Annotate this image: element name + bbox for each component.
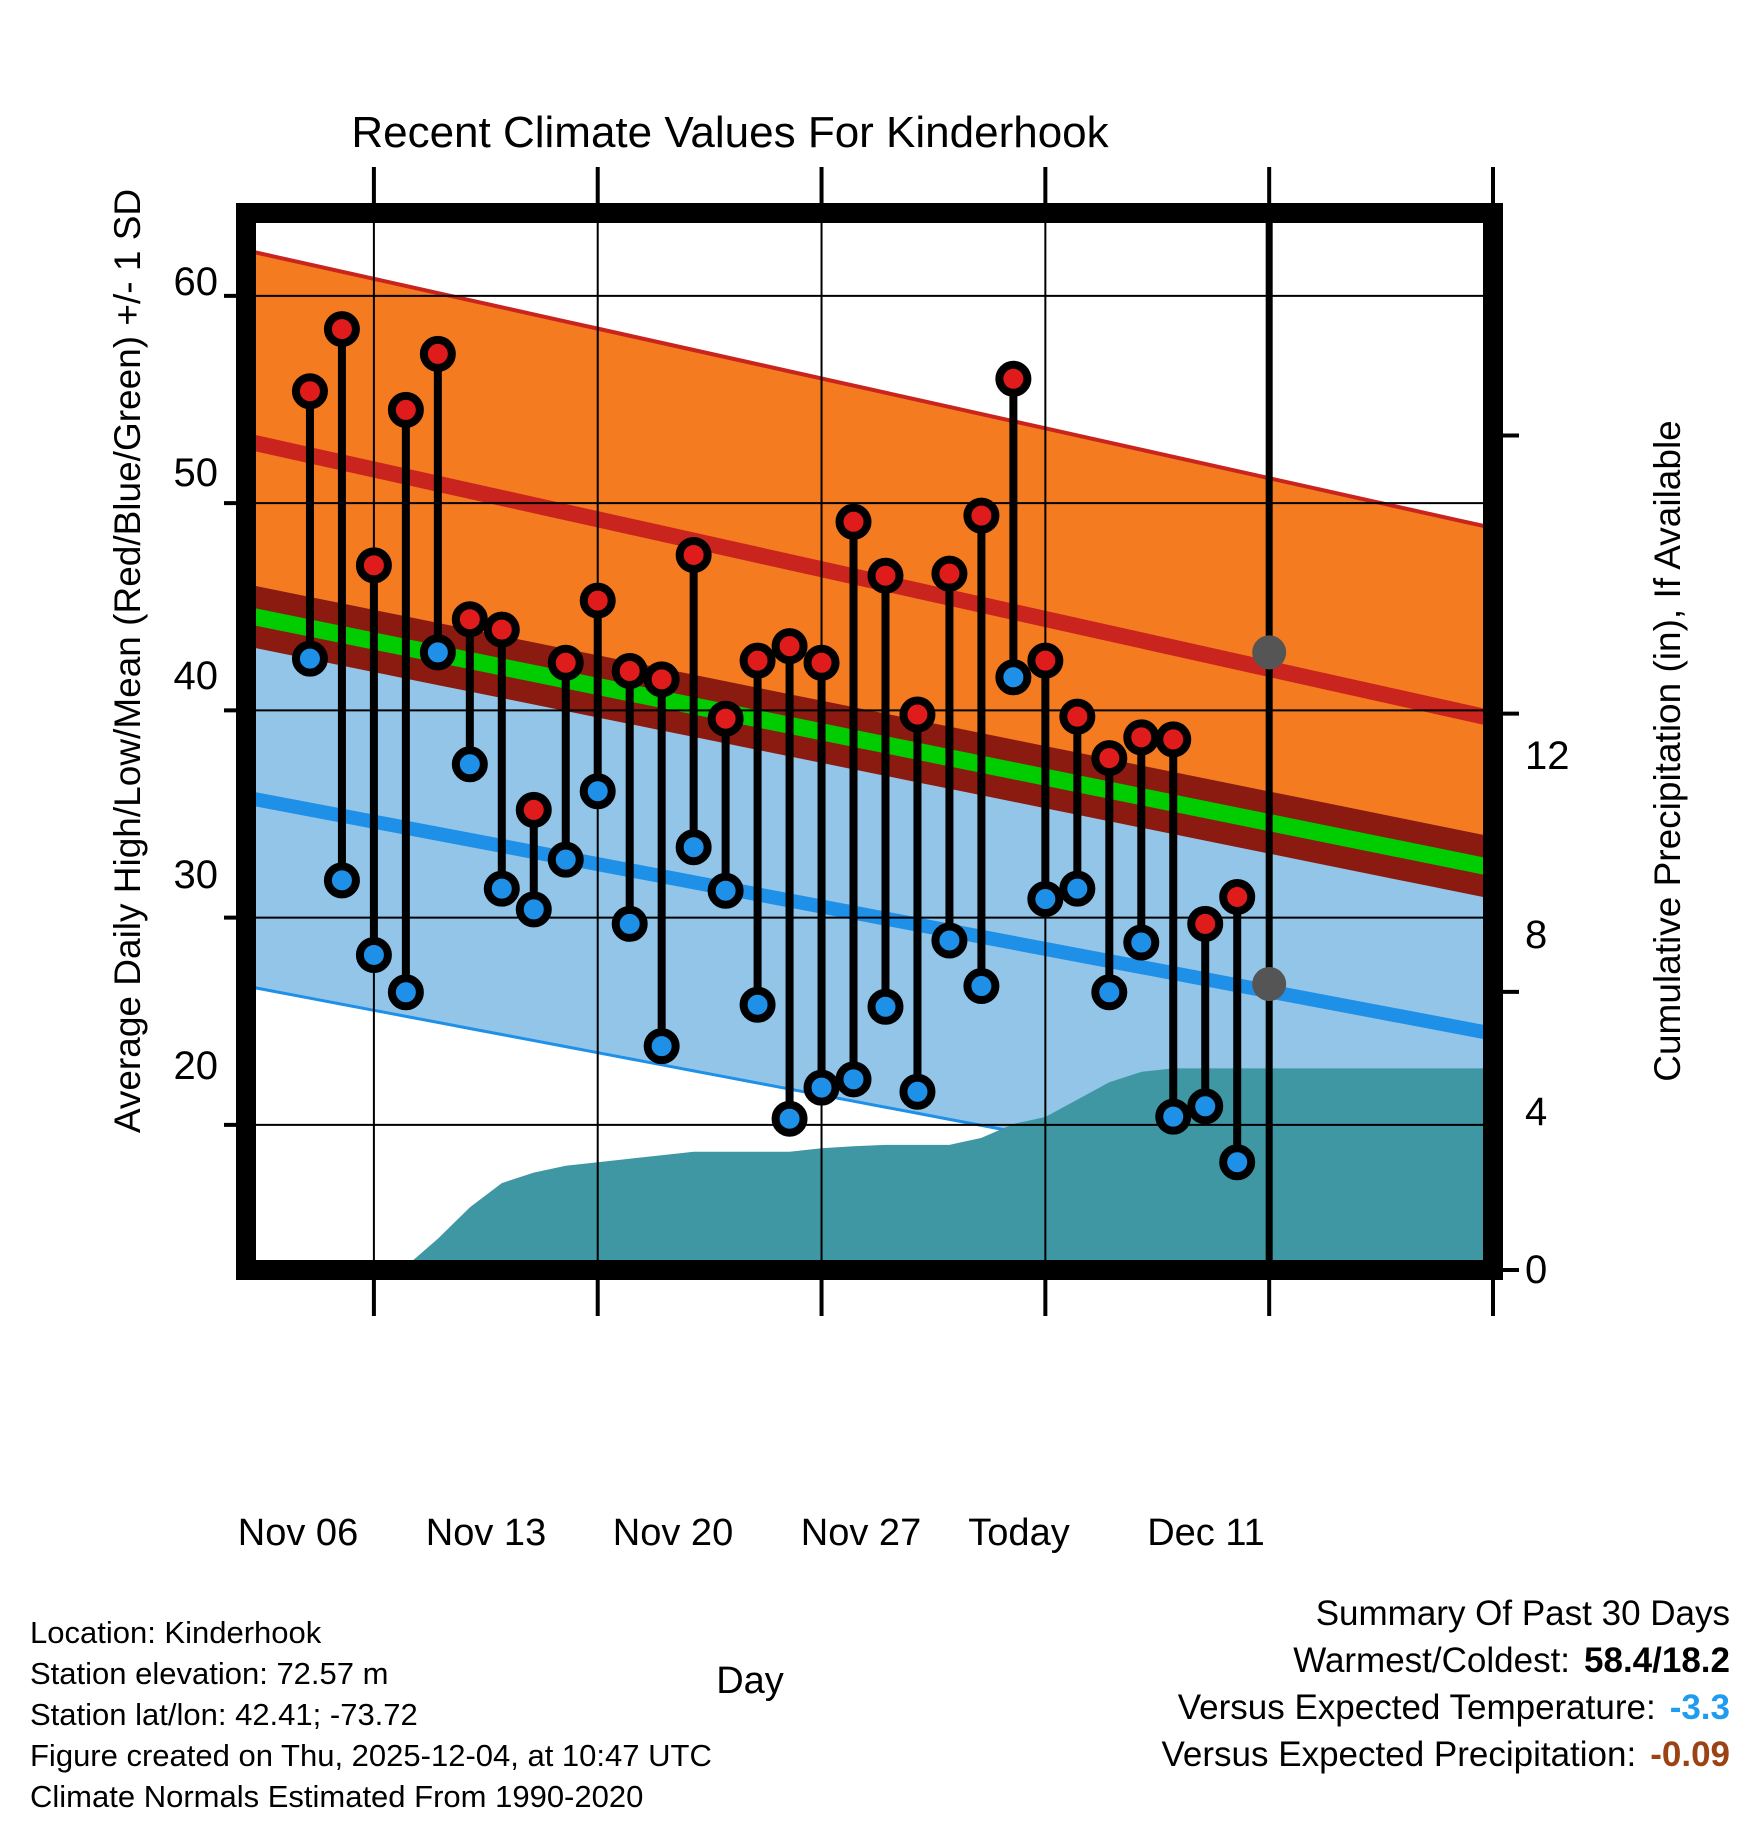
summary-label-warmest-coldest: Warmest/Coldest: [1293, 1641, 1571, 1680]
x-tick-nov-13: Nov 13 [425, 1512, 547, 1554]
y-tick-left-30: 30 [173, 853, 219, 897]
summary-row-versus-precipitation: Versus Expected Precipitation: -0.09 [1162, 1731, 1731, 1778]
x-tick-dec-11: Dec 11 [1147, 1512, 1265, 1554]
daily-high-marker [995, 360, 1032, 397]
daily-low-marker [899, 1073, 936, 1110]
daily-low-marker [835, 1061, 872, 1098]
summary-heading: Summary Of Past 30 Days [1315, 1594, 1730, 1633]
daily-low-marker [291, 640, 328, 677]
metadata-created: Figure created on Thu, 2025-12-04, at 10… [30, 1738, 712, 1773]
daily-high-marker [451, 601, 488, 638]
daily-low-marker [1219, 1144, 1256, 1181]
daily-low-marker [739, 986, 776, 1023]
y-tick-left-50: 50 [173, 451, 219, 495]
daily-low-marker [1059, 870, 1096, 907]
x-tick-nov-06: Nov 06 [237, 1512, 359, 1554]
metadata-latlon: Station lat/lon: 42.41; -73.72 [30, 1697, 418, 1732]
summary-row-warmest-coldest: Warmest/Coldest: 58.4/18.2 [1162, 1637, 1730, 1684]
daily-low-marker [803, 1069, 840, 1106]
x-axis-label: Day [716, 1660, 784, 1702]
daily-high-marker [355, 547, 392, 584]
y-tick-right-0: 0 [1525, 1248, 1548, 1292]
daily-high-marker [1219, 878, 1256, 915]
daily-high-marker [1187, 905, 1224, 942]
daily-high-marker [1059, 698, 1096, 735]
daily-low-marker [707, 872, 744, 909]
summary-value-versus-precipitation: -0.09 [1650, 1735, 1730, 1774]
daily-high-marker [835, 503, 872, 540]
daily-low-marker [643, 1028, 680, 1065]
figure-metadata: Location: Kinderhook Station elevation: … [30, 1612, 712, 1817]
daily-high-marker [867, 557, 904, 594]
low-normal-line [244, 790, 1495, 1041]
daily-high-marker [675, 536, 712, 573]
daily-low-marker [547, 841, 584, 878]
daily-high-marker [931, 555, 968, 592]
daily-high-marker [611, 653, 648, 690]
y-tick-left-20: 20 [173, 1044, 219, 1088]
y-tick-right-8: 8 [1525, 913, 1548, 957]
daily-low-marker [1027, 881, 1064, 918]
metadata-location: Location: Kinderhook [30, 1615, 322, 1650]
daily-high-marker [547, 644, 584, 681]
metadata-normals: Climate Normals Estimated From 1990-2020 [30, 1779, 644, 1814]
daily-low-marker [771, 1100, 808, 1137]
daily-high-marker [899, 696, 936, 733]
daily-low-marker [867, 988, 904, 1025]
today-high-average-dot [1252, 635, 1287, 670]
daily-high-marker [803, 644, 840, 681]
y-tick-left-40: 40 [173, 654, 219, 698]
page-title: Recent Climate Values For Kinderhook [351, 108, 1109, 157]
summary-label-versus-temperature: Versus Expected Temperature: [1177, 1688, 1656, 1727]
daily-high-marker [419, 335, 456, 372]
summary-panel: Summary Of Past 30 Days Warmest/Coldest:… [1162, 1590, 1731, 1778]
daily-low-marker [931, 922, 968, 959]
metadata-elevation: Station elevation: 72.57 m [30, 1656, 389, 1691]
daily-low-marker [1123, 924, 1160, 961]
y-tick-left-60: 60 [173, 260, 219, 304]
daily-low-marker [1155, 1098, 1192, 1135]
daily-high-marker [515, 791, 552, 828]
daily-high-marker [323, 311, 360, 348]
summary-value-versus-temperature: -3.3 [1669, 1688, 1730, 1727]
y-tick-right-12: 12 [1525, 734, 1570, 778]
daily-low-marker [515, 891, 552, 928]
daily-low-marker [995, 659, 1032, 696]
today-low-average-dot [1252, 966, 1287, 1001]
plot-frame [236, 203, 1503, 1280]
x-tick-nov-20: Nov 20 [612, 1512, 734, 1554]
daily-high-marker [1155, 721, 1192, 758]
x-tick-today: Today [968, 1512, 1070, 1554]
daily-high-marker [963, 497, 1000, 534]
daily-low-marker [675, 829, 712, 866]
daily-high-marker [291, 373, 328, 410]
summary-label-versus-precipitation: Versus Expected Precipitation: [1161, 1735, 1637, 1774]
daily-high-marker [1027, 642, 1064, 679]
daily-low-marker [1091, 974, 1128, 1011]
daily-high-marker [483, 611, 520, 648]
daily-high-marker [771, 628, 808, 665]
daily-high-marker [739, 642, 776, 679]
daily-high-marker [579, 582, 616, 619]
daily-low-marker [355, 936, 392, 973]
daily-high-marker [707, 700, 744, 737]
daily-low-marker [483, 870, 520, 907]
summary-row-versus-temperature: Versus Expected Temperature: -3.3 [1162, 1684, 1730, 1731]
y-tick-right-4: 4 [1525, 1090, 1548, 1134]
summary-value-warmest-coldest: 58.4/18.2 [1584, 1641, 1730, 1680]
daily-high-marker [643, 661, 680, 698]
daily-low-marker [419, 634, 456, 671]
daily-low-marker [1187, 1088, 1224, 1125]
daily-low-marker [451, 746, 488, 783]
daily-high-marker [387, 391, 424, 428]
daily-high-marker [1123, 719, 1160, 756]
daily-high-marker [1091, 740, 1128, 777]
daily-low-marker [963, 968, 1000, 1005]
daily-low-marker [387, 974, 424, 1011]
daily-low-marker [323, 862, 360, 899]
daily-low-marker [579, 773, 616, 810]
x-tick-nov-27: Nov 27 [800, 1512, 922, 1554]
daily-low-marker [611, 905, 648, 942]
